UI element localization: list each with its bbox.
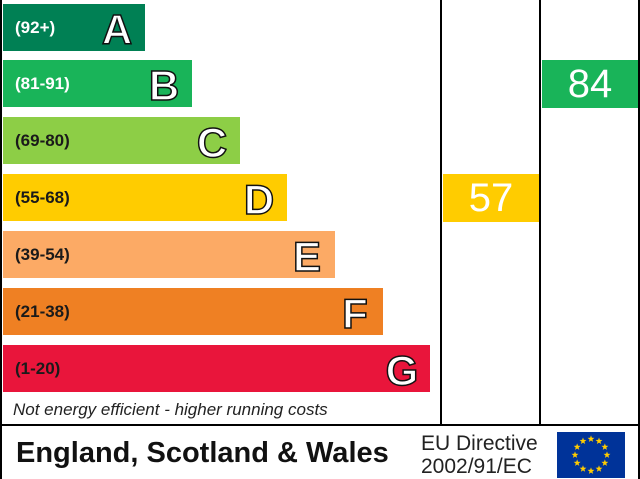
potential-rating: 84 <box>542 60 638 108</box>
footer-note: Not energy efficient - higher running co… <box>13 400 328 419</box>
band-letter: E <box>292 233 322 277</box>
band-range: (69-80) <box>15 131 70 150</box>
footer-divider <box>0 424 640 426</box>
band-letter: A <box>101 6 133 50</box>
svg-text:G: G <box>386 347 419 391</box>
region-label: England, Scotland & Wales <box>16 437 389 469</box>
band-b: (81-91) B <box>3 60 192 107</box>
right-border <box>638 0 640 479</box>
current-column-divider <box>440 0 442 426</box>
band-d: (55-68) D <box>3 174 287 221</box>
band-range: (92+) <box>15 18 56 37</box>
star-icon <box>579 465 587 472</box>
band-f: (21-38) F <box>3 288 383 335</box>
band-range: (21-38) <box>15 302 70 321</box>
star-icon <box>595 437 603 445</box>
svg-text:A: A <box>102 6 132 50</box>
star-icon <box>601 459 609 466</box>
potential-rating-value: 84 <box>567 62 613 106</box>
star-icon <box>579 437 587 445</box>
band-e: (39-54) E <box>3 231 335 278</box>
band-letter: C <box>196 119 228 163</box>
current-rating: 57 <box>443 174 539 222</box>
directive-line2: 2002/91/EC <box>421 455 532 478</box>
band-letter: F <box>341 290 368 334</box>
band-a: (92+) A <box>3 4 145 51</box>
star-icon <box>573 443 581 450</box>
band-letter: G <box>385 347 419 391</box>
band-letter: D <box>243 176 275 220</box>
star-icon <box>601 443 609 450</box>
band-c: (69-80) C <box>3 117 240 164</box>
star-icon <box>573 459 581 466</box>
directive-label: EU Directive 2002/91/EC <box>421 432 538 478</box>
star-icon <box>571 451 579 458</box>
eu-flag-icon <box>557 432 625 478</box>
potential-column-divider <box>539 0 541 426</box>
svg-text:C: C <box>197 119 227 163</box>
band-range: (81-91) <box>15 74 70 93</box>
svg-text:F: F <box>342 290 368 334</box>
left-border <box>0 0 2 479</box>
svg-text:D: D <box>244 176 274 220</box>
band-letter: B <box>148 62 180 106</box>
svg-text:B: B <box>149 62 179 106</box>
svg-text:E: E <box>293 233 321 277</box>
current-rating-value: 57 <box>468 176 514 220</box>
band-range: (1-20) <box>15 359 61 378</box>
star-icon <box>587 435 595 442</box>
star-icon <box>603 451 611 458</box>
directive-line1: EU Directive <box>421 432 538 455</box>
star-icon <box>595 465 603 472</box>
star-icon <box>587 467 595 474</box>
band-range: (39-54) <box>15 245 70 264</box>
band-g: (1-20) G <box>3 345 430 392</box>
band-range: (55-68) <box>15 188 70 207</box>
